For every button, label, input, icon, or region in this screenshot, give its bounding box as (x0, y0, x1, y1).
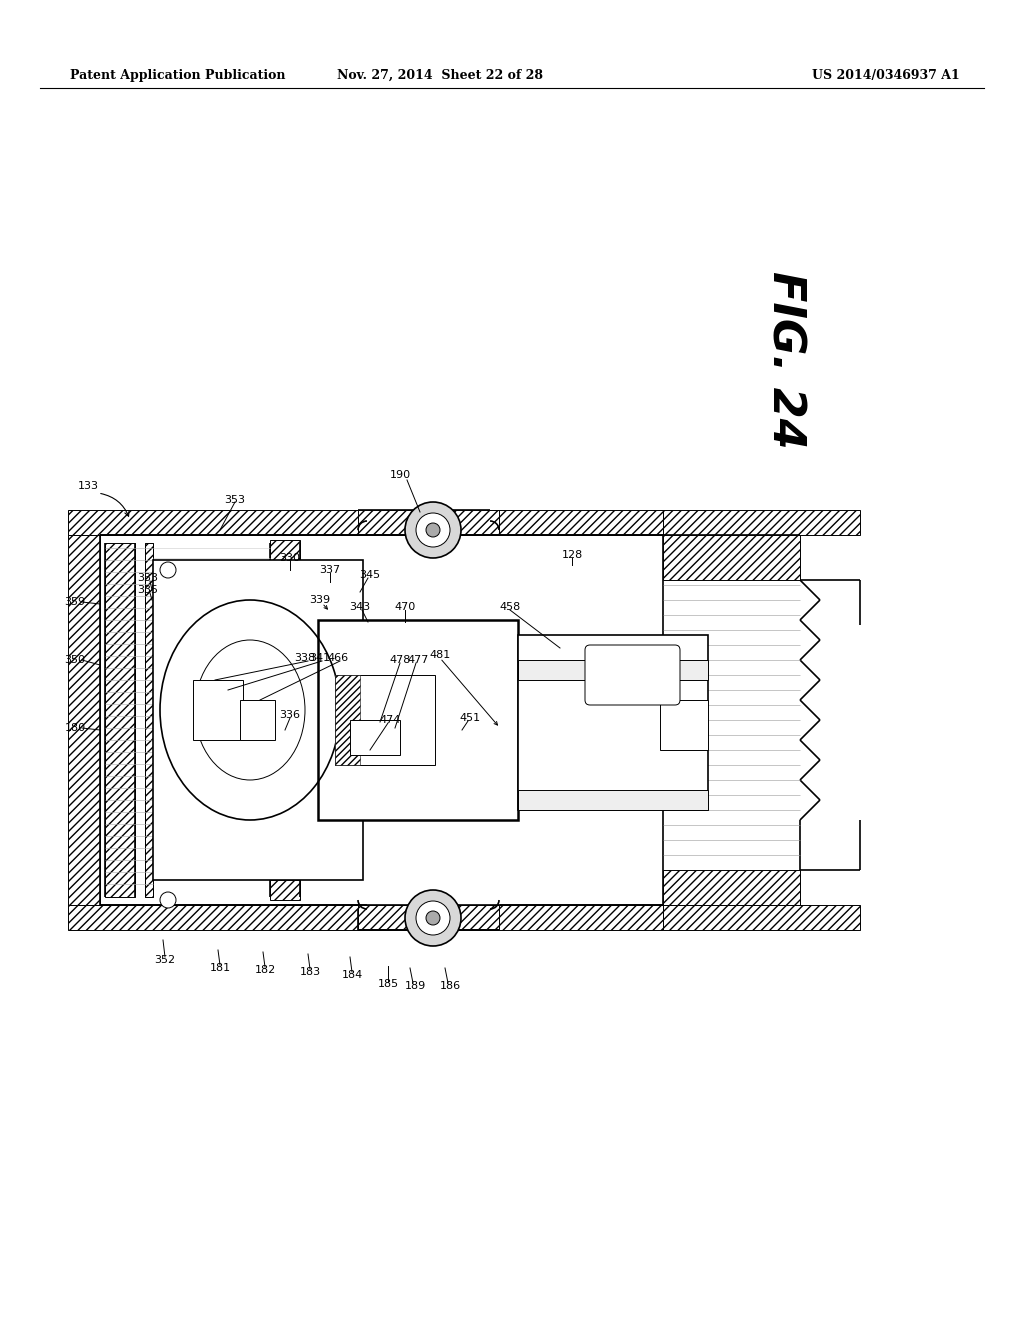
Bar (518, 660, 708, 680)
Text: 133: 133 (78, 480, 98, 491)
Bar (68, 510, 663, 535)
Bar (660, 700, 708, 750)
Text: Patent Application Publication: Patent Application Publication (70, 69, 286, 82)
Text: 337: 337 (319, 565, 341, 576)
Text: 183: 183 (299, 968, 321, 977)
Text: 359: 359 (65, 597, 86, 607)
Circle shape (406, 890, 461, 946)
Text: 180: 180 (65, 723, 86, 733)
Bar (663, 510, 860, 535)
Text: 350: 350 (65, 655, 85, 665)
Bar (270, 540, 300, 560)
Bar (145, 543, 153, 898)
Circle shape (426, 523, 440, 537)
Text: 478: 478 (389, 655, 411, 665)
Circle shape (406, 502, 461, 558)
Bar (663, 870, 800, 906)
Bar (358, 510, 499, 535)
Text: 338: 338 (295, 653, 315, 663)
Circle shape (416, 902, 450, 935)
Text: 182: 182 (254, 965, 275, 975)
Text: 185: 185 (378, 979, 398, 989)
Text: 481: 481 (429, 649, 451, 660)
Circle shape (426, 911, 440, 925)
Text: 353: 353 (224, 495, 246, 506)
Bar (335, 675, 435, 766)
Text: 477: 477 (408, 655, 429, 665)
Bar (663, 906, 860, 931)
Bar (518, 635, 708, 810)
Circle shape (160, 892, 176, 908)
Text: 470: 470 (394, 602, 416, 612)
Text: 189: 189 (404, 981, 426, 991)
Bar (153, 560, 362, 880)
Bar (358, 906, 499, 929)
Text: 343: 343 (349, 602, 371, 612)
Bar (663, 535, 800, 579)
Bar (193, 680, 243, 741)
Bar (518, 789, 708, 810)
Bar (68, 906, 663, 931)
Text: 451: 451 (460, 713, 480, 723)
Text: US 2014/0346937 A1: US 2014/0346937 A1 (812, 69, 961, 82)
Text: FIG. 24: FIG. 24 (764, 271, 807, 449)
Text: 474: 474 (379, 715, 400, 725)
Circle shape (416, 513, 450, 546)
Text: 184: 184 (341, 970, 362, 979)
Text: 186: 186 (439, 981, 461, 991)
Text: 333: 333 (137, 573, 159, 583)
Text: 190: 190 (389, 470, 411, 480)
Bar (105, 543, 135, 898)
Text: 352: 352 (155, 954, 175, 965)
FancyBboxPatch shape (585, 645, 680, 705)
Text: 466: 466 (328, 653, 348, 663)
Text: 335: 335 (137, 585, 159, 595)
Text: 330: 330 (280, 553, 300, 564)
Text: 336: 336 (280, 710, 300, 719)
Bar (68, 535, 100, 906)
Bar (350, 719, 400, 755)
Text: 339: 339 (309, 595, 331, 605)
Text: 458: 458 (500, 602, 520, 612)
Circle shape (160, 562, 176, 578)
Text: 345: 345 (359, 570, 381, 579)
Text: 341: 341 (309, 653, 331, 663)
Bar (240, 700, 275, 741)
Text: 181: 181 (210, 964, 230, 973)
Text: Nov. 27, 2014  Sheet 22 of 28: Nov. 27, 2014 Sheet 22 of 28 (337, 69, 543, 82)
Bar (318, 620, 518, 820)
Bar (270, 880, 300, 900)
Bar (335, 675, 360, 766)
Text: 128: 128 (561, 550, 583, 560)
